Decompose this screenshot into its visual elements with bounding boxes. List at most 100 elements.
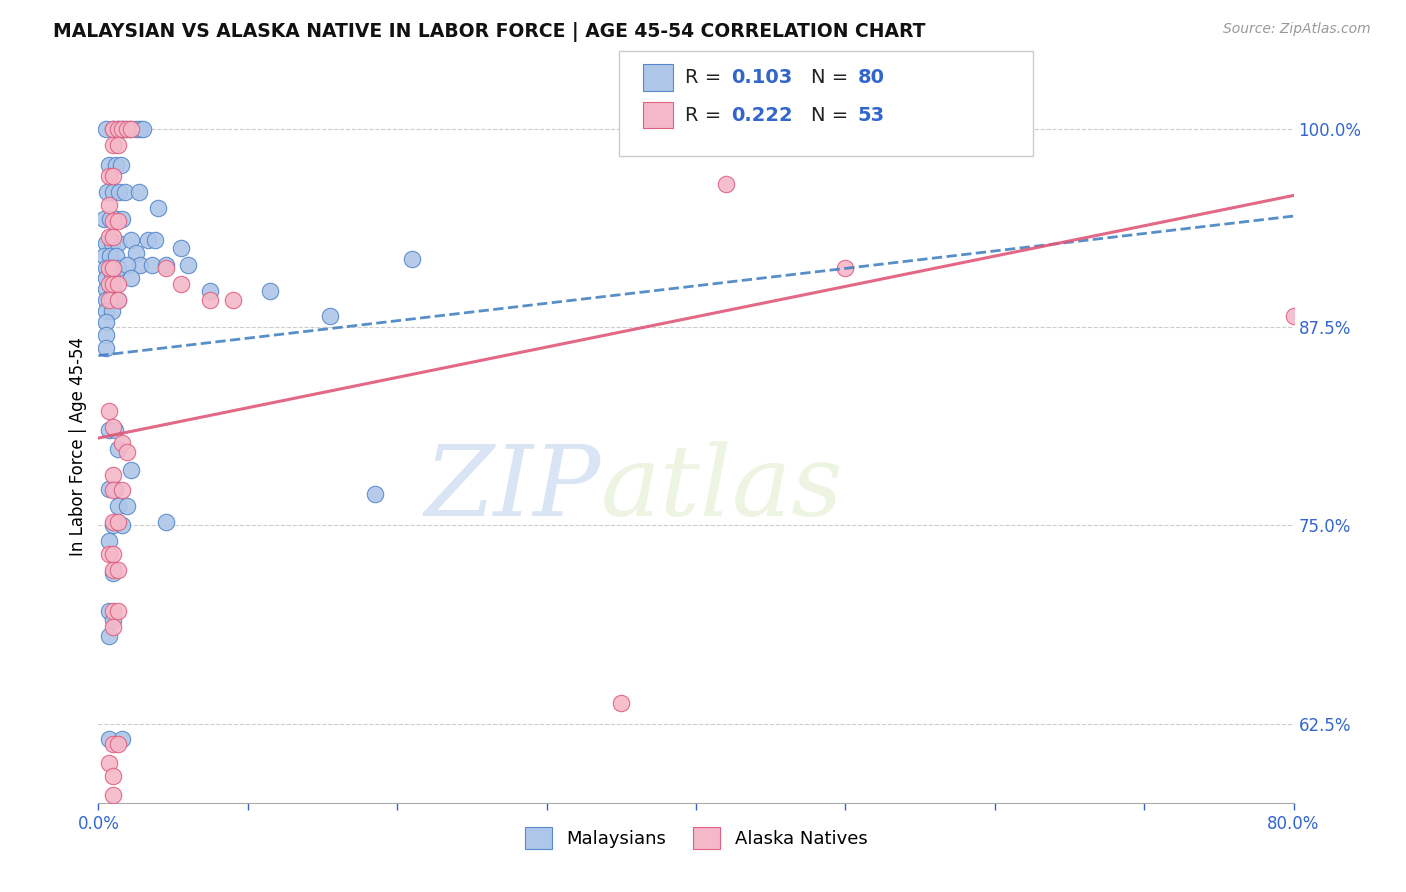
- Y-axis label: In Labor Force | Age 45-54: In Labor Force | Age 45-54: [69, 336, 87, 556]
- Point: [125, 121, 148, 136]
- Point: [97, 169, 120, 184]
- Point: [97, 423, 120, 437]
- Point: [103, 121, 125, 136]
- Point: [107, 500, 129, 514]
- Point: [111, 435, 134, 450]
- Point: [103, 137, 125, 152]
- Point: [120, 463, 142, 477]
- Point: [94, 293, 117, 307]
- Point: [115, 500, 138, 514]
- Point: [125, 245, 148, 260]
- Point: [94, 282, 117, 296]
- Point: [98, 212, 122, 227]
- Point: [107, 293, 129, 307]
- Legend: Malaysians, Alaska Natives: Malaysians, Alaska Natives: [516, 818, 876, 858]
- Text: MALAYSIAN VS ALASKA NATIVE IN LABOR FORCE | AGE 45-54 CORRELATION CHART: MALAYSIAN VS ALASKA NATIVE IN LABOR FORC…: [53, 22, 927, 42]
- Point: [114, 186, 136, 200]
- Point: [103, 620, 125, 634]
- Point: [155, 261, 177, 276]
- Point: [115, 445, 138, 459]
- Point: [97, 482, 120, 496]
- Point: [103, 547, 125, 561]
- Point: [101, 271, 124, 285]
- Point: [103, 515, 125, 529]
- Point: [103, 186, 125, 200]
- Point: [97, 277, 120, 292]
- Point: [110, 158, 132, 172]
- Point: [120, 271, 142, 285]
- Point: [111, 732, 134, 747]
- Point: [105, 158, 128, 172]
- Point: [177, 258, 200, 272]
- Point: [103, 420, 125, 434]
- Point: [107, 563, 129, 577]
- Point: [103, 563, 125, 577]
- Point: [103, 277, 125, 292]
- Point: [101, 304, 124, 318]
- Point: [148, 201, 170, 215]
- Point: [115, 258, 138, 272]
- Point: [169, 277, 191, 292]
- Point: [129, 258, 152, 272]
- Point: [94, 121, 117, 136]
- Point: [200, 293, 222, 307]
- Point: [93, 249, 115, 263]
- Point: [128, 186, 150, 200]
- Point: [111, 483, 134, 498]
- Point: [103, 614, 125, 628]
- Point: [103, 518, 125, 533]
- Point: [97, 756, 120, 771]
- Point: [103, 467, 125, 482]
- Point: [107, 442, 129, 457]
- Point: [97, 732, 120, 747]
- Point: [115, 121, 138, 136]
- Point: [97, 534, 120, 549]
- Point: [104, 482, 127, 496]
- Point: [101, 235, 124, 250]
- Point: [98, 249, 122, 263]
- Point: [118, 121, 141, 136]
- Point: [136, 233, 159, 247]
- Text: atlas: atlas: [600, 442, 844, 536]
- Point: [111, 518, 134, 533]
- Point: [94, 304, 117, 318]
- Point: [107, 277, 129, 292]
- Point: [97, 261, 120, 276]
- Text: R =: R =: [685, 105, 727, 125]
- Point: [103, 214, 125, 228]
- Point: [111, 121, 134, 136]
- Point: [111, 121, 134, 136]
- Point: [107, 121, 129, 136]
- Point: [103, 566, 125, 580]
- Point: [132, 121, 155, 136]
- Point: [107, 604, 129, 618]
- Point: [108, 186, 131, 200]
- Point: [97, 158, 120, 172]
- Point: [107, 235, 129, 250]
- Text: N =: N =: [811, 105, 855, 125]
- Point: [105, 212, 128, 227]
- Point: [107, 261, 129, 276]
- Point: [97, 404, 120, 418]
- Point: [107, 293, 129, 307]
- Point: [714, 178, 737, 192]
- Point: [107, 737, 129, 751]
- Point: [94, 261, 117, 276]
- Point: [97, 293, 120, 307]
- Point: [111, 212, 134, 227]
- Point: [1282, 309, 1305, 323]
- Point: [103, 261, 125, 276]
- Text: 0.222: 0.222: [731, 105, 793, 125]
- Point: [107, 137, 129, 152]
- Text: ZIP: ZIP: [425, 442, 600, 536]
- Point: [97, 198, 120, 212]
- Text: 0.103: 0.103: [731, 68, 793, 87]
- Point: [103, 604, 125, 618]
- Text: Source: ZipAtlas.com: Source: ZipAtlas.com: [1223, 22, 1371, 37]
- Point: [93, 212, 115, 227]
- Text: N =: N =: [811, 68, 855, 87]
- Point: [114, 121, 136, 136]
- Point: [105, 249, 128, 263]
- Point: [103, 169, 125, 184]
- Point: [96, 186, 118, 200]
